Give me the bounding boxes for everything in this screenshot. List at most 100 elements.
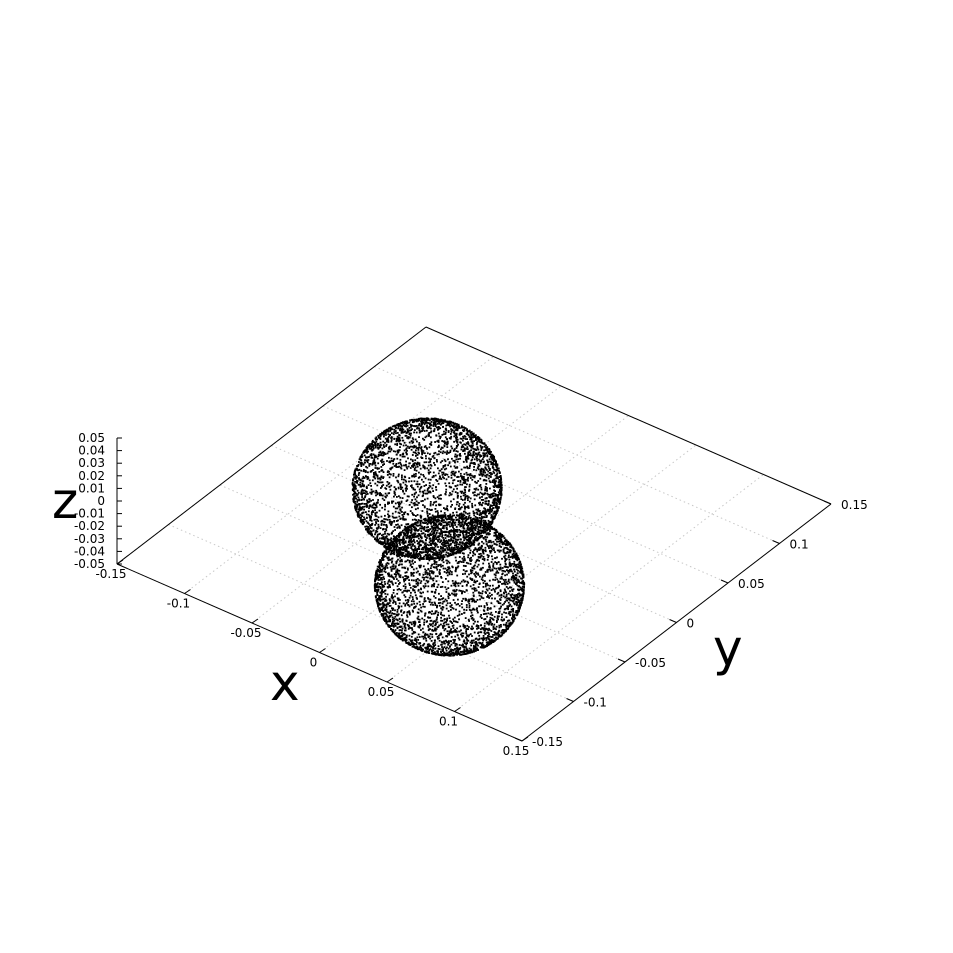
data-point xyxy=(420,485,423,488)
data-point xyxy=(407,543,410,546)
data-point xyxy=(396,439,398,441)
data-point xyxy=(397,481,400,484)
data-point xyxy=(483,605,486,607)
data-point xyxy=(363,451,366,453)
data-point xyxy=(429,431,432,434)
data-point xyxy=(379,583,382,585)
data-point xyxy=(381,559,383,561)
data-point xyxy=(475,439,477,441)
data-point xyxy=(446,630,449,633)
data-point xyxy=(395,550,398,553)
data-point xyxy=(411,518,414,521)
data-point xyxy=(426,543,429,546)
data-point xyxy=(434,497,437,500)
data-point xyxy=(435,504,437,507)
data-point xyxy=(413,492,416,495)
data-point xyxy=(366,500,369,503)
data-point xyxy=(373,462,376,465)
data-point xyxy=(464,495,467,498)
data-point xyxy=(474,553,476,556)
data-point xyxy=(387,516,390,518)
data-point xyxy=(457,549,459,552)
data-point xyxy=(455,456,458,458)
data-point xyxy=(443,541,446,544)
data-point xyxy=(413,480,416,483)
data-point xyxy=(475,572,478,575)
data-point xyxy=(418,483,421,486)
data-point xyxy=(400,524,403,527)
data-point xyxy=(440,616,442,619)
data-point xyxy=(440,556,443,559)
data-point xyxy=(406,429,409,431)
data-point xyxy=(393,617,395,620)
data-point xyxy=(380,524,383,526)
data-point xyxy=(435,489,438,491)
data-point xyxy=(440,641,443,643)
data-point xyxy=(496,504,498,507)
data-point xyxy=(403,455,406,458)
data-point xyxy=(404,421,406,423)
data-point xyxy=(399,483,402,486)
data-point xyxy=(470,433,472,436)
data-point xyxy=(407,531,410,533)
data-point xyxy=(444,534,447,537)
data-point xyxy=(374,538,376,541)
data-point xyxy=(482,471,485,474)
data-point xyxy=(422,532,425,535)
data-point xyxy=(486,558,489,561)
data-point xyxy=(386,494,388,497)
data-point xyxy=(462,429,464,432)
data-point xyxy=(483,580,486,582)
data-point xyxy=(418,462,420,465)
data-point xyxy=(380,493,382,495)
data-point xyxy=(497,486,500,489)
data-point xyxy=(375,518,377,521)
data-point xyxy=(477,468,480,471)
data-point xyxy=(434,644,437,646)
data-point xyxy=(412,526,415,529)
data-point xyxy=(364,471,367,473)
data-point xyxy=(423,485,426,487)
data-point xyxy=(371,504,374,507)
data-point xyxy=(434,544,436,546)
data-point xyxy=(433,457,436,459)
data-point xyxy=(425,519,427,522)
data-point xyxy=(418,427,420,430)
data-point xyxy=(460,475,462,477)
data-point xyxy=(491,584,494,587)
data-point xyxy=(417,555,420,557)
data-point xyxy=(467,626,470,628)
data-point xyxy=(374,461,377,464)
data-point xyxy=(456,501,459,503)
data-point xyxy=(450,636,453,638)
data-point xyxy=(460,468,463,471)
data-point xyxy=(468,451,471,453)
data-point xyxy=(406,553,409,556)
data-point xyxy=(394,601,397,603)
data-point xyxy=(416,426,419,429)
data-point xyxy=(417,519,420,521)
data-point xyxy=(361,489,363,492)
data-point xyxy=(418,533,421,535)
data-point xyxy=(424,600,427,602)
data-point xyxy=(411,536,413,539)
data-point xyxy=(429,558,432,560)
data-point xyxy=(433,423,436,426)
data-point xyxy=(442,472,445,475)
data-point xyxy=(483,618,486,621)
data-point xyxy=(407,528,409,530)
data-point xyxy=(473,537,476,539)
data-point xyxy=(448,630,451,633)
data-point xyxy=(360,492,363,494)
data-point xyxy=(482,519,485,522)
data-point xyxy=(426,424,428,427)
data-point xyxy=(358,509,361,512)
data-point xyxy=(412,475,415,477)
data-point xyxy=(479,444,482,447)
data-point xyxy=(432,524,435,527)
data-point xyxy=(422,635,425,638)
data-point xyxy=(467,652,470,654)
data-point xyxy=(500,618,503,621)
data-point xyxy=(375,521,377,523)
data-point xyxy=(412,555,415,557)
